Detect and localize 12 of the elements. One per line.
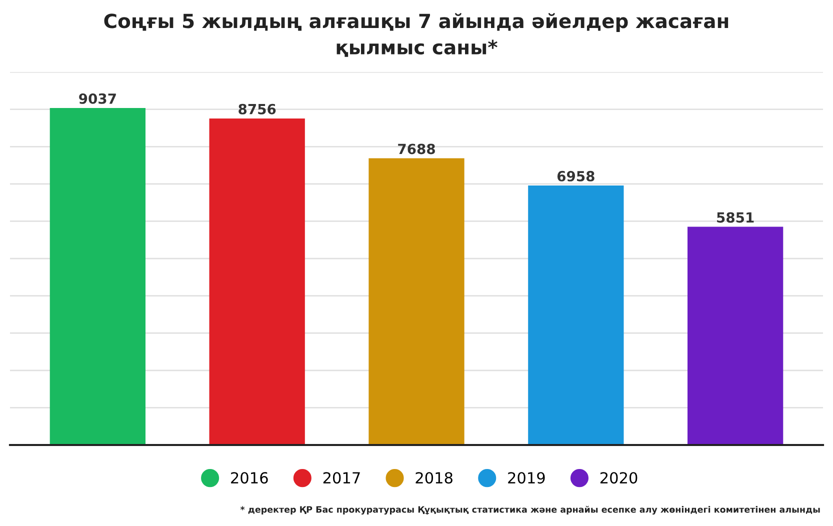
legend-label: 2020 — [600, 472, 638, 484]
data-label: 6958 — [557, 170, 594, 182]
legend-label: 2019 — [508, 472, 545, 484]
data-label: 5851 — [717, 212, 754, 223]
legend-label: 2017 — [323, 472, 360, 484]
data-label: 7688 — [398, 144, 435, 154]
chart-title: Соңғы 5 жылдың алғашқы 7 айында әйелдер жасаған қылмыс саны* — [104, 13, 728, 57]
legend-label: 2018 — [416, 472, 452, 484]
text: * деректер ҚР Бас прокуратурасы Құқықтық статистика және арнайы есепке алу жөніндегі комитетінен алынды — [240, 506, 820, 515]
legend-label: 2016 — [231, 472, 268, 484]
data-label: 8756 — [238, 104, 276, 114]
data-label: 9037 — [79, 93, 116, 104]
